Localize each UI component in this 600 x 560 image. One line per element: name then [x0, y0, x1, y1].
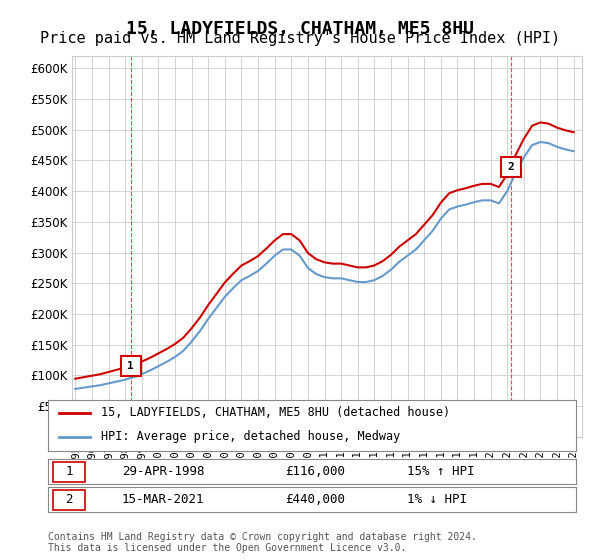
Text: 15-MAR-2021: 15-MAR-2021	[122, 493, 205, 506]
Text: 1: 1	[127, 361, 134, 371]
Text: 15% ↑ HPI: 15% ↑ HPI	[407, 465, 475, 478]
Text: 15, LADYFIELDS, CHATHAM, ME5 8HU: 15, LADYFIELDS, CHATHAM, ME5 8HU	[126, 20, 474, 38]
Text: Contains HM Land Registry data © Crown copyright and database right 2024.
This d: Contains HM Land Registry data © Crown c…	[48, 531, 477, 553]
Text: £116,000: £116,000	[286, 465, 346, 478]
Text: Price paid vs. HM Land Registry's House Price Index (HPI): Price paid vs. HM Land Registry's House …	[40, 31, 560, 46]
Text: 29-APR-1998: 29-APR-1998	[122, 465, 205, 478]
Text: HPI: Average price, detached house, Medway: HPI: Average price, detached house, Medw…	[101, 430, 400, 443]
Text: 1% ↓ HPI: 1% ↓ HPI	[407, 493, 467, 506]
Text: 2: 2	[65, 493, 73, 506]
Text: £440,000: £440,000	[286, 493, 346, 506]
Text: 1: 1	[65, 465, 73, 478]
FancyBboxPatch shape	[53, 489, 85, 510]
Text: 15, LADYFIELDS, CHATHAM, ME5 8HU (detached house): 15, LADYFIELDS, CHATHAM, ME5 8HU (detach…	[101, 407, 450, 419]
Text: 2: 2	[508, 161, 514, 171]
FancyBboxPatch shape	[53, 461, 85, 482]
